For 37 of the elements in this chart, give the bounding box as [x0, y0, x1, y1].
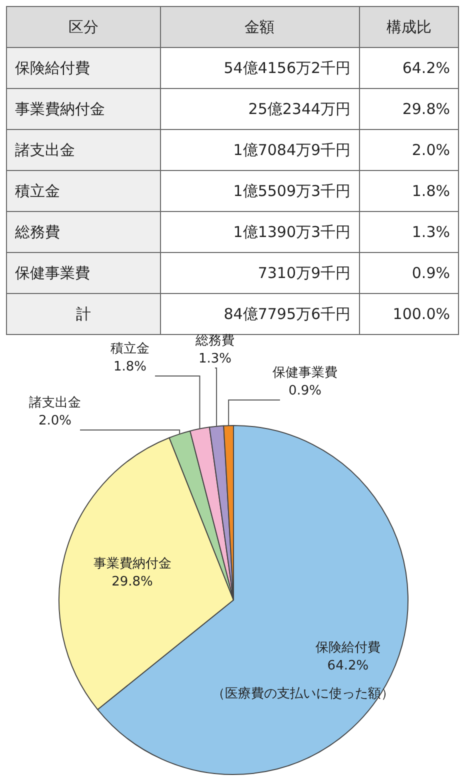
- text: 構成比: [359, 6, 458, 48]
- data-label: 29.8%: [112, 574, 153, 590]
- text: 保健事業費: [6, 252, 160, 294]
- slice-label: 諸支出金: [29, 395, 81, 410]
- text: 計: [6, 294, 160, 334]
- data-label: 1.3%: [198, 351, 232, 366]
- text: 1億7084万9千円: [160, 130, 360, 170]
- text: （医療費の支払いに使った額）: [212, 686, 394, 702]
- text: 1億5509万3千円: [160, 170, 360, 212]
- slice-label: 積立金: [110, 340, 150, 356]
- text: 1.3%: [359, 212, 458, 252]
- text: 0.9%: [359, 252, 458, 294]
- data-label: 1.8%: [113, 359, 147, 374]
- slice-label: 保健事業費: [272, 365, 338, 380]
- text: 1億1390万3千円: [160, 212, 360, 252]
- text: 100.0%: [359, 294, 458, 334]
- text: 2.0%: [359, 130, 458, 170]
- text: 1.8%: [359, 170, 458, 212]
- text: 25億2344万円: [160, 88, 360, 130]
- text: 事業費納付金: [6, 88, 160, 130]
- text: 7310万9千円: [160, 252, 360, 294]
- slice-label: 総務費: [194, 333, 234, 348]
- text: 29.8%: [359, 88, 458, 130]
- text: 総務費: [6, 212, 160, 252]
- data-label: 2.0%: [38, 413, 72, 428]
- data-label: 0.9%: [288, 383, 322, 398]
- slice-label: 保険給付費: [315, 640, 380, 656]
- text: 積立金: [6, 170, 160, 212]
- text: 64.2%: [359, 48, 458, 88]
- text: 保険給付費: [6, 48, 160, 88]
- slice-label: 事業費納付金: [93, 556, 172, 572]
- text: 54億4156万2千円: [160, 48, 360, 88]
- text: 区分: [6, 6, 160, 48]
- text: 84億7795万6千円: [160, 294, 360, 334]
- data-label: 64.2%: [327, 658, 369, 674]
- text: 諸支出金: [6, 130, 160, 170]
- text: 金額: [160, 6, 360, 48]
